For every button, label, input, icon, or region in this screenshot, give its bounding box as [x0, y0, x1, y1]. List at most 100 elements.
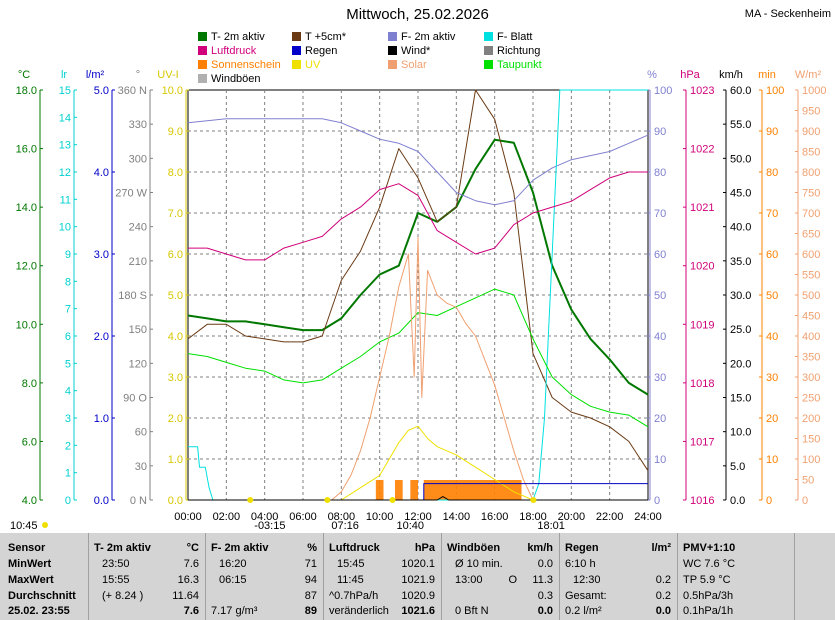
temp-current: 7.6: [183, 605, 199, 617]
x-tick-label: 12:00: [404, 511, 432, 523]
wind-avg-value: 0.0: [537, 558, 553, 570]
legend-label: T- 2m aktiv: [211, 31, 265, 43]
y-tick-solar: 700: [802, 208, 820, 220]
y-unit-uv: UV-I: [157, 69, 178, 81]
y-tick-lr: 8: [65, 276, 71, 288]
pressure-3h: 0.5hPa/3h: [683, 590, 734, 602]
legend-item: Solar: [388, 59, 427, 71]
series-line: [187, 118, 649, 206]
rain-duration: 6:10 h: [565, 558, 596, 570]
sunshine-bar: [423, 480, 522, 500]
durchschnitt-label: Durchschnitt: [8, 590, 76, 602]
press-current: 1021.6: [401, 605, 435, 617]
series-line: [331, 237, 534, 501]
windchill: WC 7.6 °C: [683, 558, 736, 570]
rain-total-label: Gesamt:: [565, 590, 607, 602]
y-tick-temp: 8.0: [22, 378, 37, 390]
temp-max-time: 15:55: [102, 574, 130, 586]
y-tick-solar: 800: [802, 167, 820, 179]
legend-swatch: [388, 32, 397, 41]
y-tick-min: 20: [766, 413, 778, 425]
temp-min-time: 23:50: [102, 558, 130, 570]
legend-swatch: [198, 32, 207, 41]
rain-header: Regen: [565, 542, 599, 554]
event-label: -03:15: [254, 520, 285, 532]
legend-swatch: [292, 46, 301, 55]
y-tick-solar: 950: [802, 106, 820, 118]
wind-current: 0.0: [537, 605, 553, 617]
y-tick-solar: 350: [802, 352, 820, 364]
y-tick-uv: 6.0: [168, 249, 183, 261]
chart-title: Mittwoch, 25.02.2026: [346, 6, 489, 23]
y-tick-solar: 150: [802, 434, 820, 446]
temp-max-value: 16.3: [177, 574, 199, 586]
y-tick-wind: 30.0: [730, 290, 751, 302]
y-tick-lr: 13: [59, 140, 71, 152]
legend-item: Regen: [292, 45, 337, 57]
sensor-header: Sensor: [8, 542, 46, 554]
hum-avg: 87: [304, 590, 317, 602]
y-unit-press: hPa: [680, 69, 700, 81]
y-tick-solar: 850: [802, 147, 820, 159]
rain-unit: l/m²: [651, 542, 671, 554]
y-tick-solar: 900: [802, 126, 820, 138]
press-trend: ^0.7hPa/h: [329, 590, 379, 602]
y-tick-dir: 120: [129, 358, 147, 370]
legend-label: Solar: [401, 59, 427, 71]
x-tick-label: 00:00: [174, 511, 202, 523]
wind-max-direction: O: [508, 574, 517, 586]
y-tick-wind: 60.0: [730, 85, 751, 97]
y-tick-hum: 80: [654, 167, 666, 179]
series-line: [187, 288, 649, 428]
y-tick-press: 1016: [690, 495, 714, 507]
y-tick-dir: 30: [135, 461, 147, 473]
table-col-temp: T- 2m aktiv °C 23:50 7.6 15:55 16.3 (+ 8…: [88, 533, 206, 620]
table-col-wind: Windböen km/h Ø 10 min. 0.0 13:00 O 11.3…: [441, 533, 560, 620]
y-tick-min: 40: [766, 331, 778, 343]
y-tick-solar: 600: [802, 249, 820, 261]
y-tick-lr: 14: [59, 112, 71, 124]
y-tick-temp: 10.0: [16, 319, 37, 331]
legend-item: T- 2m aktiv: [198, 31, 265, 43]
legend-item: Richtung: [484, 45, 540, 57]
y-tick-min: 10: [766, 454, 778, 466]
y-tick-dir: 300: [129, 153, 147, 165]
x-tick-label: 02:00: [213, 511, 241, 523]
y-tick-dir: 360 N: [118, 85, 147, 97]
y-tick-press: 1017: [690, 436, 714, 448]
temp-unit: °C: [186, 542, 199, 554]
x-tick-label: 08:00: [328, 511, 356, 523]
wind-header: Windböen: [447, 542, 501, 554]
legend-label: Luftdruck: [211, 45, 257, 57]
y-tick-lr: 15: [59, 85, 71, 97]
y-tick-temp: 4.0: [22, 495, 37, 507]
y-tick-rain: 5.0: [94, 85, 109, 97]
legend-swatch: [198, 60, 207, 69]
station-name: MA - Seckenheim: [744, 8, 831, 20]
event-marker: [530, 497, 537, 503]
rain-max-time: 12:30: [573, 574, 601, 586]
table-col-humidity: F- 2m aktiv % 16:20 71 06:15 94 87 7.17 …: [205, 533, 324, 620]
y-tick-lr: 0: [65, 495, 71, 507]
y-tick-dir: 90 O: [123, 393, 147, 405]
y-tick-lr: 10: [59, 222, 71, 234]
y-tick-lr: 6: [65, 331, 71, 343]
y-tick-wind: 35.0: [730, 256, 751, 268]
event-marker: [389, 497, 396, 503]
y-tick-dir: 270 W: [115, 188, 147, 200]
pressure-1h: 0.1hPa/1h: [683, 605, 734, 617]
event-label: 10:40: [397, 520, 425, 532]
press-max-time: 11:45: [337, 574, 364, 586]
legend-label: Richtung: [497, 45, 541, 57]
temp-delta: (+ 8.24 ): [102, 590, 144, 602]
press-min-value: 1020.1: [401, 558, 435, 570]
rain-current: 0.0: [655, 605, 671, 617]
x-tick-label: 14:00: [443, 511, 471, 523]
y-tick-wind: 10.0: [730, 427, 751, 439]
wind-avg-label: Ø 10 min.: [455, 558, 503, 570]
legend-label: F- Blatt: [497, 31, 533, 43]
y-tick-temp: 14.0: [16, 202, 37, 214]
y-tick-lr: 7: [65, 304, 71, 316]
series-line: [188, 496, 648, 501]
y-tick-wind: 40.0: [730, 222, 751, 234]
